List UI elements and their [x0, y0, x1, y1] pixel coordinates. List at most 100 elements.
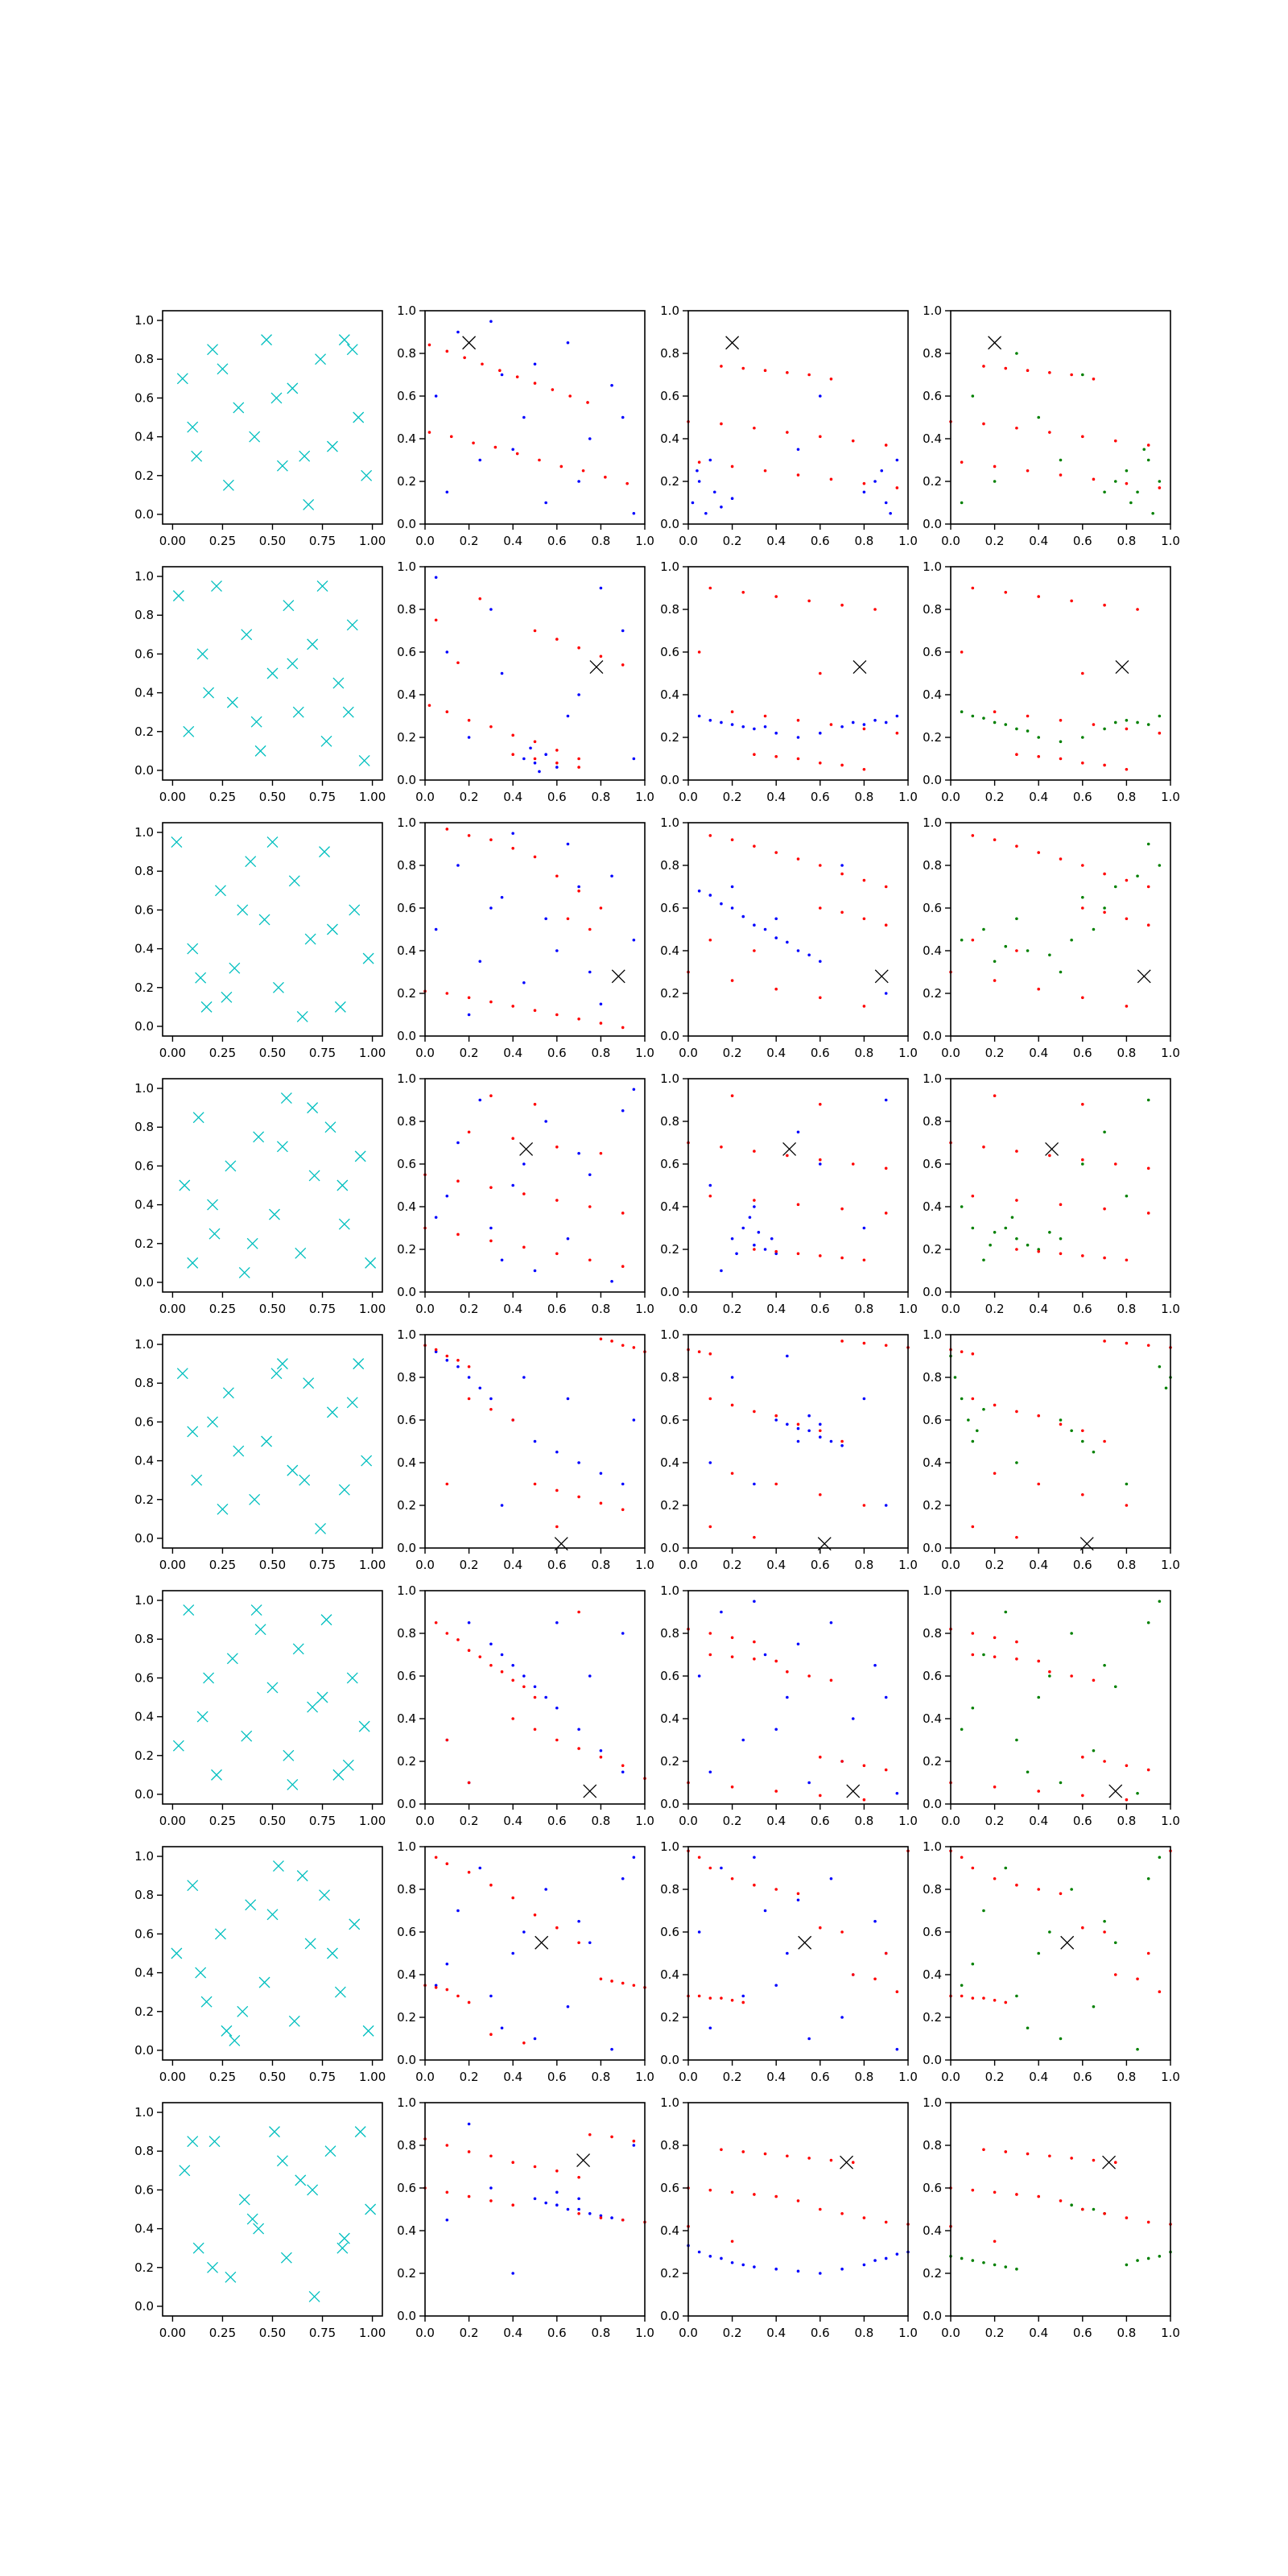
point	[1146, 1344, 1150, 1348]
x-tick-label: 0.4	[503, 2326, 522, 2340]
point	[489, 2154, 493, 2158]
point	[515, 452, 519, 456]
point	[1158, 1364, 1162, 1368]
point	[1004, 1226, 1008, 1230]
x-marker	[334, 1001, 346, 1013]
point	[873, 480, 877, 483]
point	[753, 2265, 756, 2268]
point	[1092, 378, 1096, 381]
point	[445, 2190, 449, 2194]
x-tick-label: 0.8	[1117, 1302, 1136, 1316]
point	[708, 586, 712, 590]
point	[489, 1883, 493, 1887]
point	[862, 878, 866, 882]
y-tick-label: 0.2	[660, 1754, 679, 1769]
point	[770, 1236, 774, 1241]
y-tick-label: 0.0	[397, 1541, 416, 1555]
subplot: 0.00 0.25 0.50 0.75 1.00 0.0 0.2 0.4 0.6 0.8 1.0	[134, 1334, 386, 1572]
y-tick-label: 0.0	[134, 1275, 154, 1290]
point	[862, 1341, 866, 1345]
x-tick-label: 0.0	[941, 2326, 960, 2340]
point	[1103, 2212, 1106, 2215]
point	[445, 1359, 449, 1362]
y-tick-label: 0.8	[134, 1376, 154, 1390]
point	[566, 842, 570, 846]
y-tick-label: 0.4	[134, 1710, 154, 1724]
point	[862, 490, 866, 494]
x-tick-label: 0.4	[503, 2070, 522, 2084]
x-tick-label: 0.4	[1029, 1302, 1048, 1316]
point	[720, 1866, 723, 1870]
point	[753, 1482, 756, 1486]
point	[862, 917, 866, 921]
y-tick-label: 0.6	[397, 1157, 416, 1171]
point	[819, 394, 822, 398]
x-tick-label: 0.8	[591, 534, 610, 548]
y-tick-label: 0.8	[134, 1888, 154, 1902]
point	[588, 1173, 592, 1177]
point	[599, 906, 603, 910]
point	[1146, 1951, 1150, 1955]
point	[696, 469, 699, 473]
point	[599, 2214, 603, 2218]
point	[774, 936, 778, 939]
point	[445, 2218, 449, 2222]
y-tick-label: 0.2	[134, 1492, 154, 1507]
y-tick-label: 1.0	[660, 815, 679, 830]
subplot: 0.00 0.25 0.50 0.75 1.00 0.0 0.2 0.4 0.6 0.8 1.0	[134, 310, 386, 548]
x-marker	[611, 969, 625, 984]
x-tick-label: 0.25	[209, 534, 236, 548]
point	[500, 895, 504, 899]
point	[989, 1243, 992, 1247]
x-tick-label: 0.0	[941, 1558, 960, 1572]
point	[873, 1663, 877, 1667]
point	[1048, 1674, 1051, 1678]
point	[763, 1248, 767, 1251]
y-tick-label: 0.6	[134, 646, 154, 661]
point	[748, 1216, 752, 1220]
x-tick-label: 0.6	[547, 790, 567, 804]
point	[819, 435, 822, 439]
point	[829, 378, 833, 381]
y-tick-label: 0.2	[923, 2266, 942, 2281]
point	[467, 719, 471, 722]
x-marker	[176, 373, 188, 385]
y-tick-label: 1.0	[397, 1327, 416, 1342]
point	[895, 1791, 899, 1795]
x-tick-label: 0.8	[854, 1558, 873, 1572]
point	[786, 431, 789, 434]
point	[1158, 480, 1162, 483]
x-marker	[295, 1247, 307, 1259]
point	[632, 757, 636, 761]
point	[967, 1418, 970, 1422]
y-tick-label: 1.0	[134, 313, 154, 328]
point	[522, 1930, 526, 1934]
point	[1103, 763, 1106, 767]
point	[862, 1798, 866, 1802]
y-tick-label: 1.0	[397, 1583, 416, 1598]
point	[786, 1154, 789, 1158]
point	[796, 1898, 800, 1902]
point	[1125, 1194, 1129, 1198]
point	[708, 458, 712, 462]
point	[1103, 1919, 1106, 1923]
point	[621, 663, 625, 667]
point	[1070, 599, 1073, 603]
point	[610, 1279, 613, 1283]
point	[1081, 1755, 1084, 1759]
x-marker	[217, 363, 229, 375]
point	[445, 2144, 449, 2147]
point	[555, 2203, 559, 2207]
x-marker	[266, 667, 279, 679]
y-tick-label: 1.0	[923, 1327, 942, 1342]
point	[467, 1620, 471, 1624]
y-tick-label: 0.0	[660, 773, 679, 787]
x-marker	[358, 1720, 370, 1732]
point	[982, 2260, 985, 2264]
point	[819, 2207, 822, 2211]
x-tick-label: 0.75	[309, 1814, 336, 1828]
point	[522, 1376, 526, 1379]
x-marker	[296, 1870, 308, 1882]
x-tick-label: 0.0	[415, 2326, 435, 2340]
y-tick-label: 1.0	[660, 303, 679, 318]
